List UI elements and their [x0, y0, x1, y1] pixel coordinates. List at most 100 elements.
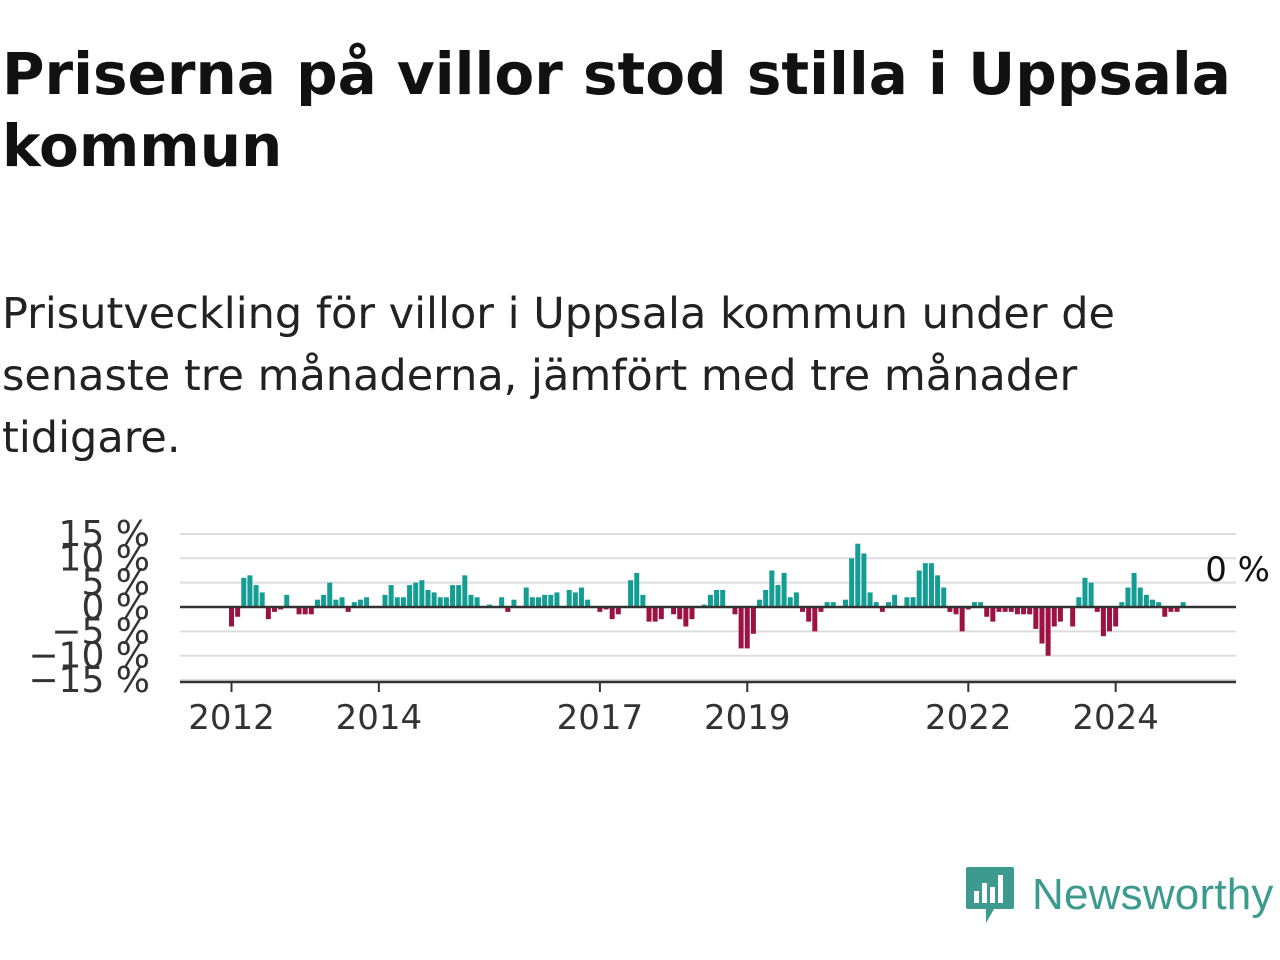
bar	[793, 592, 799, 607]
bar	[1162, 607, 1168, 617]
bar	[1174, 607, 1180, 612]
bar	[474, 597, 480, 607]
x-tick-label: 2014	[336, 698, 423, 738]
brand-name: Newsworthy	[1032, 870, 1274, 919]
bar	[382, 594, 388, 607]
bar	[763, 589, 769, 607]
bar	[1082, 577, 1088, 607]
bar	[578, 587, 584, 607]
newsworthy-logo: Newsworthy	[964, 865, 1274, 925]
bar	[879, 607, 885, 612]
bar	[345, 607, 351, 612]
bar	[333, 599, 339, 607]
bar	[413, 582, 419, 607]
bar	[462, 575, 468, 607]
bar	[1057, 607, 1063, 622]
x-tick-label: 2019	[704, 698, 791, 738]
bar	[757, 599, 763, 607]
bar	[990, 607, 996, 622]
bar	[431, 592, 437, 607]
bar	[1168, 607, 1174, 612]
bar	[265, 607, 271, 620]
bar	[720, 589, 726, 607]
bar	[830, 602, 836, 607]
bar	[947, 607, 953, 612]
bar	[855, 543, 861, 607]
x-tick-label: 2024	[1072, 698, 1159, 738]
bar	[1014, 607, 1020, 615]
bar	[296, 607, 302, 615]
bar	[505, 607, 511, 612]
bar	[511, 599, 517, 607]
x-tick-label: 2012	[188, 698, 275, 738]
bar	[941, 587, 947, 607]
bar	[407, 585, 413, 607]
bar	[628, 580, 634, 607]
last-value-label: 0 %	[1205, 550, 1270, 590]
bar	[1094, 607, 1100, 612]
bar	[1137, 587, 1143, 607]
bar	[959, 607, 965, 632]
bar	[1180, 602, 1186, 607]
bar	[443, 597, 449, 607]
bar	[566, 589, 572, 607]
bar	[953, 607, 959, 615]
bar	[812, 607, 818, 632]
bar	[1039, 607, 1045, 644]
bar	[425, 589, 431, 607]
bar	[781, 572, 787, 607]
bar	[284, 594, 290, 607]
bar	[1033, 607, 1039, 629]
bar	[800, 607, 806, 612]
bar	[1113, 607, 1119, 627]
bar	[1119, 602, 1125, 607]
bar	[259, 592, 265, 607]
bar	[1156, 602, 1162, 607]
bar	[1045, 607, 1051, 656]
bar	[321, 594, 327, 607]
bar	[971, 602, 977, 607]
bar	[357, 599, 363, 607]
bar	[640, 594, 646, 607]
bar	[585, 599, 591, 607]
bars	[229, 543, 1186, 656]
bar	[523, 587, 529, 607]
bar	[1021, 607, 1027, 615]
bar	[1008, 607, 1014, 612]
bar	[400, 597, 406, 607]
bar	[419, 580, 425, 607]
y-tick-label: 5 %	[81, 563, 150, 604]
y-tick-label: 10 %	[59, 538, 150, 579]
bar	[364, 597, 370, 607]
bar	[775, 585, 781, 607]
bar	[394, 597, 400, 607]
bar	[671, 607, 677, 615]
bar	[615, 607, 621, 615]
bar	[351, 602, 357, 607]
bar	[572, 592, 578, 607]
bar	[339, 597, 345, 607]
bar	[253, 585, 259, 607]
bar	[818, 607, 824, 612]
y-tick-label: −5 %	[51, 611, 150, 652]
bar	[849, 558, 855, 607]
bar	[1002, 607, 1008, 612]
bar	[597, 607, 603, 612]
y-tick-label: −15 %	[28, 660, 150, 701]
bar	[843, 599, 848, 607]
bar-chart: 15 %10 %5 %0 %−5 %−10 %−15 %2012 2014 2017…	[28, 514, 1270, 738]
bar	[978, 602, 984, 607]
tick-labels: 15 %10 %5 %0 %−5 %−10 %−15 %2012 2014 2017…	[28, 514, 1270, 738]
bar	[536, 597, 541, 607]
bar	[1076, 597, 1082, 607]
bar	[1027, 607, 1033, 615]
bar	[468, 594, 474, 607]
y-tick-label: 0 %	[81, 587, 150, 628]
y-tick-label: 15 %	[59, 514, 150, 555]
bar	[609, 607, 615, 620]
bar	[707, 594, 713, 607]
bar	[327, 582, 333, 607]
bar	[1150, 599, 1155, 607]
bar	[634, 572, 640, 607]
bar	[861, 553, 867, 607]
